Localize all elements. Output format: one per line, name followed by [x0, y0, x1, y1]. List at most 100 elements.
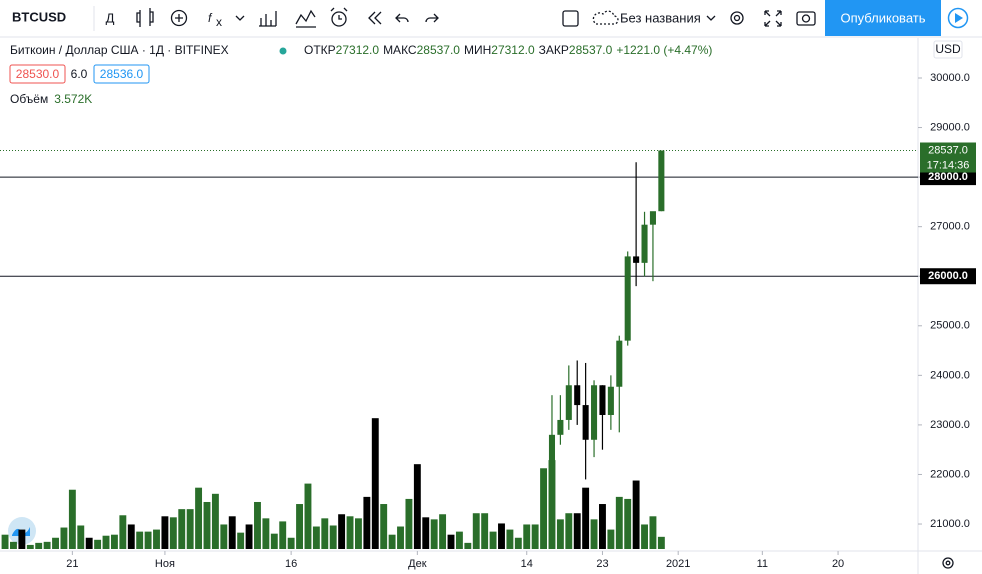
volume-bar — [363, 496, 371, 549]
y-tick-label: 24000.0 — [930, 369, 970, 381]
templates-button[interactable] — [259, 11, 277, 27]
volume-bar — [312, 526, 320, 549]
candle-body — [565, 385, 572, 420]
fullscreen-button[interactable] — [764, 10, 782, 27]
layout-dropdown[interactable] — [706, 15, 716, 21]
volume-bar — [329, 525, 337, 549]
legend-high: 28537.0 — [417, 43, 461, 57]
volume-bar — [1, 534, 9, 549]
volume-bar — [287, 537, 295, 549]
volume-bar — [220, 524, 228, 549]
volume-bar — [649, 516, 657, 549]
x-tick-label: 20 — [832, 558, 844, 570]
level-price-box — [920, 268, 976, 285]
volume-bar — [237, 532, 245, 549]
symbol-search[interactable]: BTCUSD — [12, 9, 66, 24]
level-price-label: 26000.0 — [928, 270, 968, 282]
volume-bar — [405, 498, 413, 549]
volume-bar — [531, 524, 539, 549]
volume-bar — [321, 518, 329, 549]
candle-body — [658, 150, 665, 212]
volume-bar — [582, 487, 590, 549]
ask-box[interactable] — [93, 64, 150, 84]
currency-label: USD — [935, 42, 961, 56]
volume-bar — [422, 517, 430, 549]
volume-bar — [590, 519, 598, 549]
dropdown-arrow[interactable] — [235, 15, 245, 21]
volume-bar — [632, 480, 640, 549]
volume-bar — [573, 513, 581, 549]
volume-bar — [548, 460, 556, 549]
volume-bar — [228, 516, 236, 549]
volume-bar — [565, 513, 573, 549]
indicators-button[interactable] — [170, 9, 188, 27]
volume-bar — [195, 487, 203, 549]
volume-bar — [85, 537, 93, 549]
bid-box[interactable] — [9, 64, 66, 84]
x-tick-label: 11 — [757, 558, 768, 570]
volume-bar — [657, 536, 665, 549]
x-tick-label: 23 — [596, 558, 608, 570]
chart-type-button[interactable] — [136, 8, 154, 27]
volume-bar — [68, 489, 76, 549]
candle-body — [582, 405, 589, 440]
snapshot-button[interactable] — [796, 11, 816, 26]
undo-button[interactable] — [395, 13, 409, 23]
interval-button[interactable]: Д — [106, 10, 115, 25]
bar-countdown: 17:14:36 — [927, 159, 970, 171]
volume-bar — [641, 524, 648, 549]
volume-bar — [607, 529, 615, 549]
bid-price: 28530.0 — [16, 67, 60, 81]
candle-body — [616, 340, 623, 387]
legend-low-label: МИН — [464, 43, 491, 57]
publish-button[interactable] — [825, 0, 941, 36]
alert-button[interactable] — [330, 7, 348, 27]
volume-bar — [203, 501, 211, 549]
volume-bar — [472, 513, 480, 549]
volume-bar — [136, 531, 144, 549]
volume-bar — [304, 483, 312, 549]
candle-body — [548, 434, 556, 463]
legend-low: 27312.0 — [491, 43, 535, 57]
candle-body — [649, 211, 656, 225]
volume-legend: Объём 3.572K — [10, 92, 92, 106]
volume-bar — [413, 464, 421, 549]
y-tick-label: 25000.0 — [930, 320, 970, 332]
volume-bar — [506, 529, 514, 549]
replay-button[interactable] — [368, 11, 382, 25]
publish-label: Опубликовать — [840, 10, 925, 25]
volume-bar — [388, 534, 396, 549]
volume-bar — [489, 531, 497, 549]
level-price-label: 28000.0 — [928, 171, 968, 183]
layout-name[interactable]: Без названия — [620, 10, 701, 25]
volume-bar — [447, 534, 455, 549]
x-tick-label: Дек — [408, 558, 427, 570]
fx-button[interactable]: f — [208, 11, 213, 25]
axis-settings[interactable] — [942, 557, 954, 569]
settings-button[interactable] — [730, 11, 744, 25]
candle-body — [599, 385, 606, 415]
volume-bar — [556, 519, 564, 549]
volume-bar — [153, 529, 160, 549]
volume-bar — [35, 542, 43, 549]
candle-body — [633, 256, 640, 263]
candle-body — [574, 385, 581, 406]
volume-bar — [464, 542, 472, 549]
legend-high-label: МАКС — [383, 43, 417, 57]
redo-button[interactable] — [425, 13, 439, 23]
last-price-box — [920, 142, 976, 173]
candle-body — [641, 224, 648, 263]
fullscreen-select[interactable] — [562, 10, 579, 27]
volume-bar — [296, 504, 303, 549]
candle-body — [557, 419, 564, 435]
last-price-label: 28537.0 — [928, 144, 968, 156]
volume-bar — [178, 509, 186, 549]
candle-body — [607, 386, 614, 415]
stream-button[interactable] — [947, 7, 969, 29]
compare-button[interactable] — [295, 9, 316, 28]
currency-badge[interactable] — [933, 40, 963, 59]
ask-price: 28536.0 — [100, 67, 144, 81]
volume-bar — [94, 539, 102, 549]
volume-bar — [397, 526, 404, 549]
